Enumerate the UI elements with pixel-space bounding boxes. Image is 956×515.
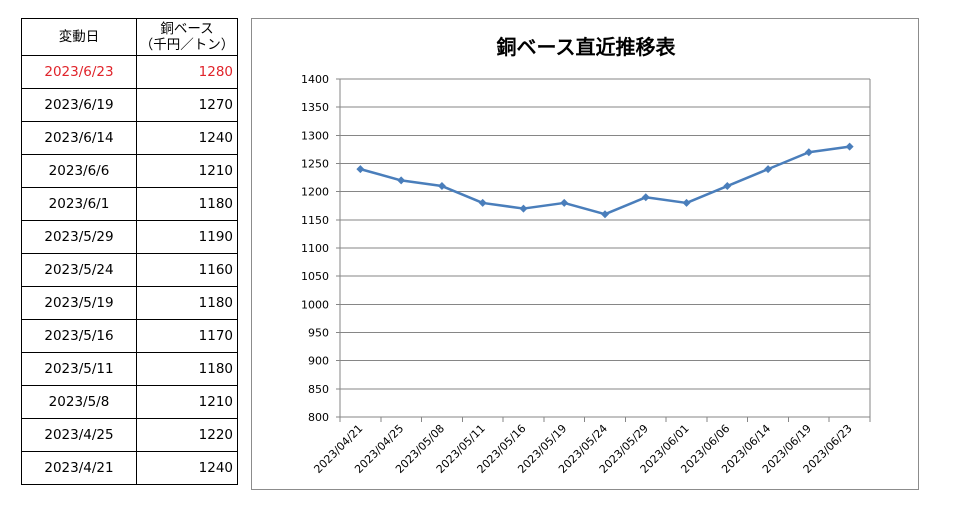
row-date: 2023/4/21 [21, 451, 137, 485]
header-price-line2: （千円／トン） [139, 37, 235, 53]
y-tick-label: 1200 [301, 186, 329, 199]
y-tick-label: 1250 [301, 158, 329, 171]
series-line [360, 145, 850, 216]
data-point-marker [356, 165, 365, 174]
table-header-row: 変動日 銅ベース （千円／トン） [21, 18, 238, 56]
table-row: 2023/5/8 1210 [21, 385, 238, 419]
y-tick-label: 1350 [301, 101, 329, 114]
y-tick-label: 1000 [301, 298, 329, 311]
copper-price-table: 変動日 銅ベース （千円／トン） 2023/6/23 1280 2023/6/19 1… [21, 18, 238, 485]
data-point-marker [641, 193, 650, 202]
y-tick-label: 1050 [301, 270, 329, 283]
y-tick-label: 850 [308, 383, 329, 396]
row-date: 2023/5/19 [21, 286, 137, 320]
header-date: 変動日 [21, 18, 137, 56]
row-price: 1180 [136, 352, 238, 386]
table-row: 2023/4/25 1220 [21, 418, 238, 452]
table-row: 2023/4/21 1240 [21, 451, 238, 485]
data-point-marker [437, 182, 446, 191]
table-row: 2023/6/23 1280 [21, 55, 238, 89]
table-row: 2023/5/24 1160 [21, 253, 238, 287]
row-date: 2023/5/29 [21, 220, 137, 254]
table-row: 2023/5/19 1180 [21, 286, 238, 320]
row-price: 1270 [136, 88, 238, 122]
row-date: 2023/5/24 [21, 253, 137, 287]
chart-canvas: 銅ベース直近推移表 800 850 900 950 1000 1050 1100 1150 12… [301, 35, 871, 476]
row-date: 2023/6/19 [21, 88, 137, 122]
table-row: 2023/5/11 1180 [21, 352, 238, 386]
y-tick-label: 1400 [301, 73, 329, 86]
data-point-marker [560, 198, 569, 207]
x-tick-labels: 2023/04/212023/04/252023/05/082023/05/11… [311, 422, 854, 476]
row-date: 2023/6/6 [21, 154, 137, 188]
y-tick-label: 800 [308, 411, 329, 424]
gridlines [336, 78, 870, 418]
row-price: 1280 [136, 55, 238, 89]
table-row: 2023/5/29 1190 [21, 220, 238, 254]
y-tick-label: 1150 [301, 214, 329, 227]
axes [339, 79, 871, 422]
header-price-line1: 銅ベース [160, 21, 214, 37]
row-price: 1160 [136, 253, 238, 287]
chart-title: 銅ベース直近推移表 [497, 35, 677, 59]
table-row: 2023/6/19 1270 [21, 88, 238, 122]
y-tick-label: 950 [308, 327, 329, 340]
data-point-marker [804, 148, 813, 157]
row-date: 2023/6/1 [21, 187, 137, 221]
y-tick-label: 900 [308, 355, 329, 368]
row-price: 1210 [136, 385, 238, 419]
table-row: 2023/5/16 1170 [21, 319, 238, 353]
table-row: 2023/6/6 1210 [21, 154, 238, 188]
row-price: 1190 [136, 220, 238, 254]
row-price: 1220 [136, 418, 238, 452]
row-date: 2023/4/25 [21, 418, 137, 452]
header-price: 銅ベース （千円／トン） [136, 18, 238, 56]
row-price: 1210 [136, 154, 238, 188]
row-price: 1170 [136, 319, 238, 353]
row-date: 2023/5/8 [21, 385, 137, 419]
row-date: 2023/5/11 [21, 352, 137, 386]
row-date: 2023/6/23 [21, 55, 137, 89]
row-price: 1180 [136, 286, 238, 320]
data-point-marker [519, 204, 528, 213]
row-date: 2023/6/14 [21, 121, 137, 155]
row-date: 2023/5/16 [21, 319, 137, 353]
series [356, 142, 854, 219]
row-price: 1240 [136, 121, 238, 155]
table-row: 2023/6/1 1180 [21, 187, 238, 221]
y-tick-label: 1300 [301, 129, 329, 142]
data-point-marker [723, 182, 732, 191]
row-price: 1240 [136, 451, 238, 485]
y-tick-label: 1100 [301, 242, 329, 255]
data-point-marker [764, 165, 773, 174]
y-tick-labels: 800 850 900 950 1000 1050 1100 1150 1200 1250 1300… [301, 73, 329, 424]
price-trend-chart: 銅ベース直近推移表 800 850 900 950 1000 1050 1100 1150 12… [251, 18, 919, 490]
data-point-marker [845, 142, 854, 151]
row-price: 1180 [136, 187, 238, 221]
data-point-marker [601, 210, 609, 219]
data-point-marker [682, 198, 691, 207]
table-row: 2023/6/14 1240 [21, 121, 238, 155]
data-point-marker [478, 198, 487, 207]
data-point-marker [397, 176, 406, 185]
